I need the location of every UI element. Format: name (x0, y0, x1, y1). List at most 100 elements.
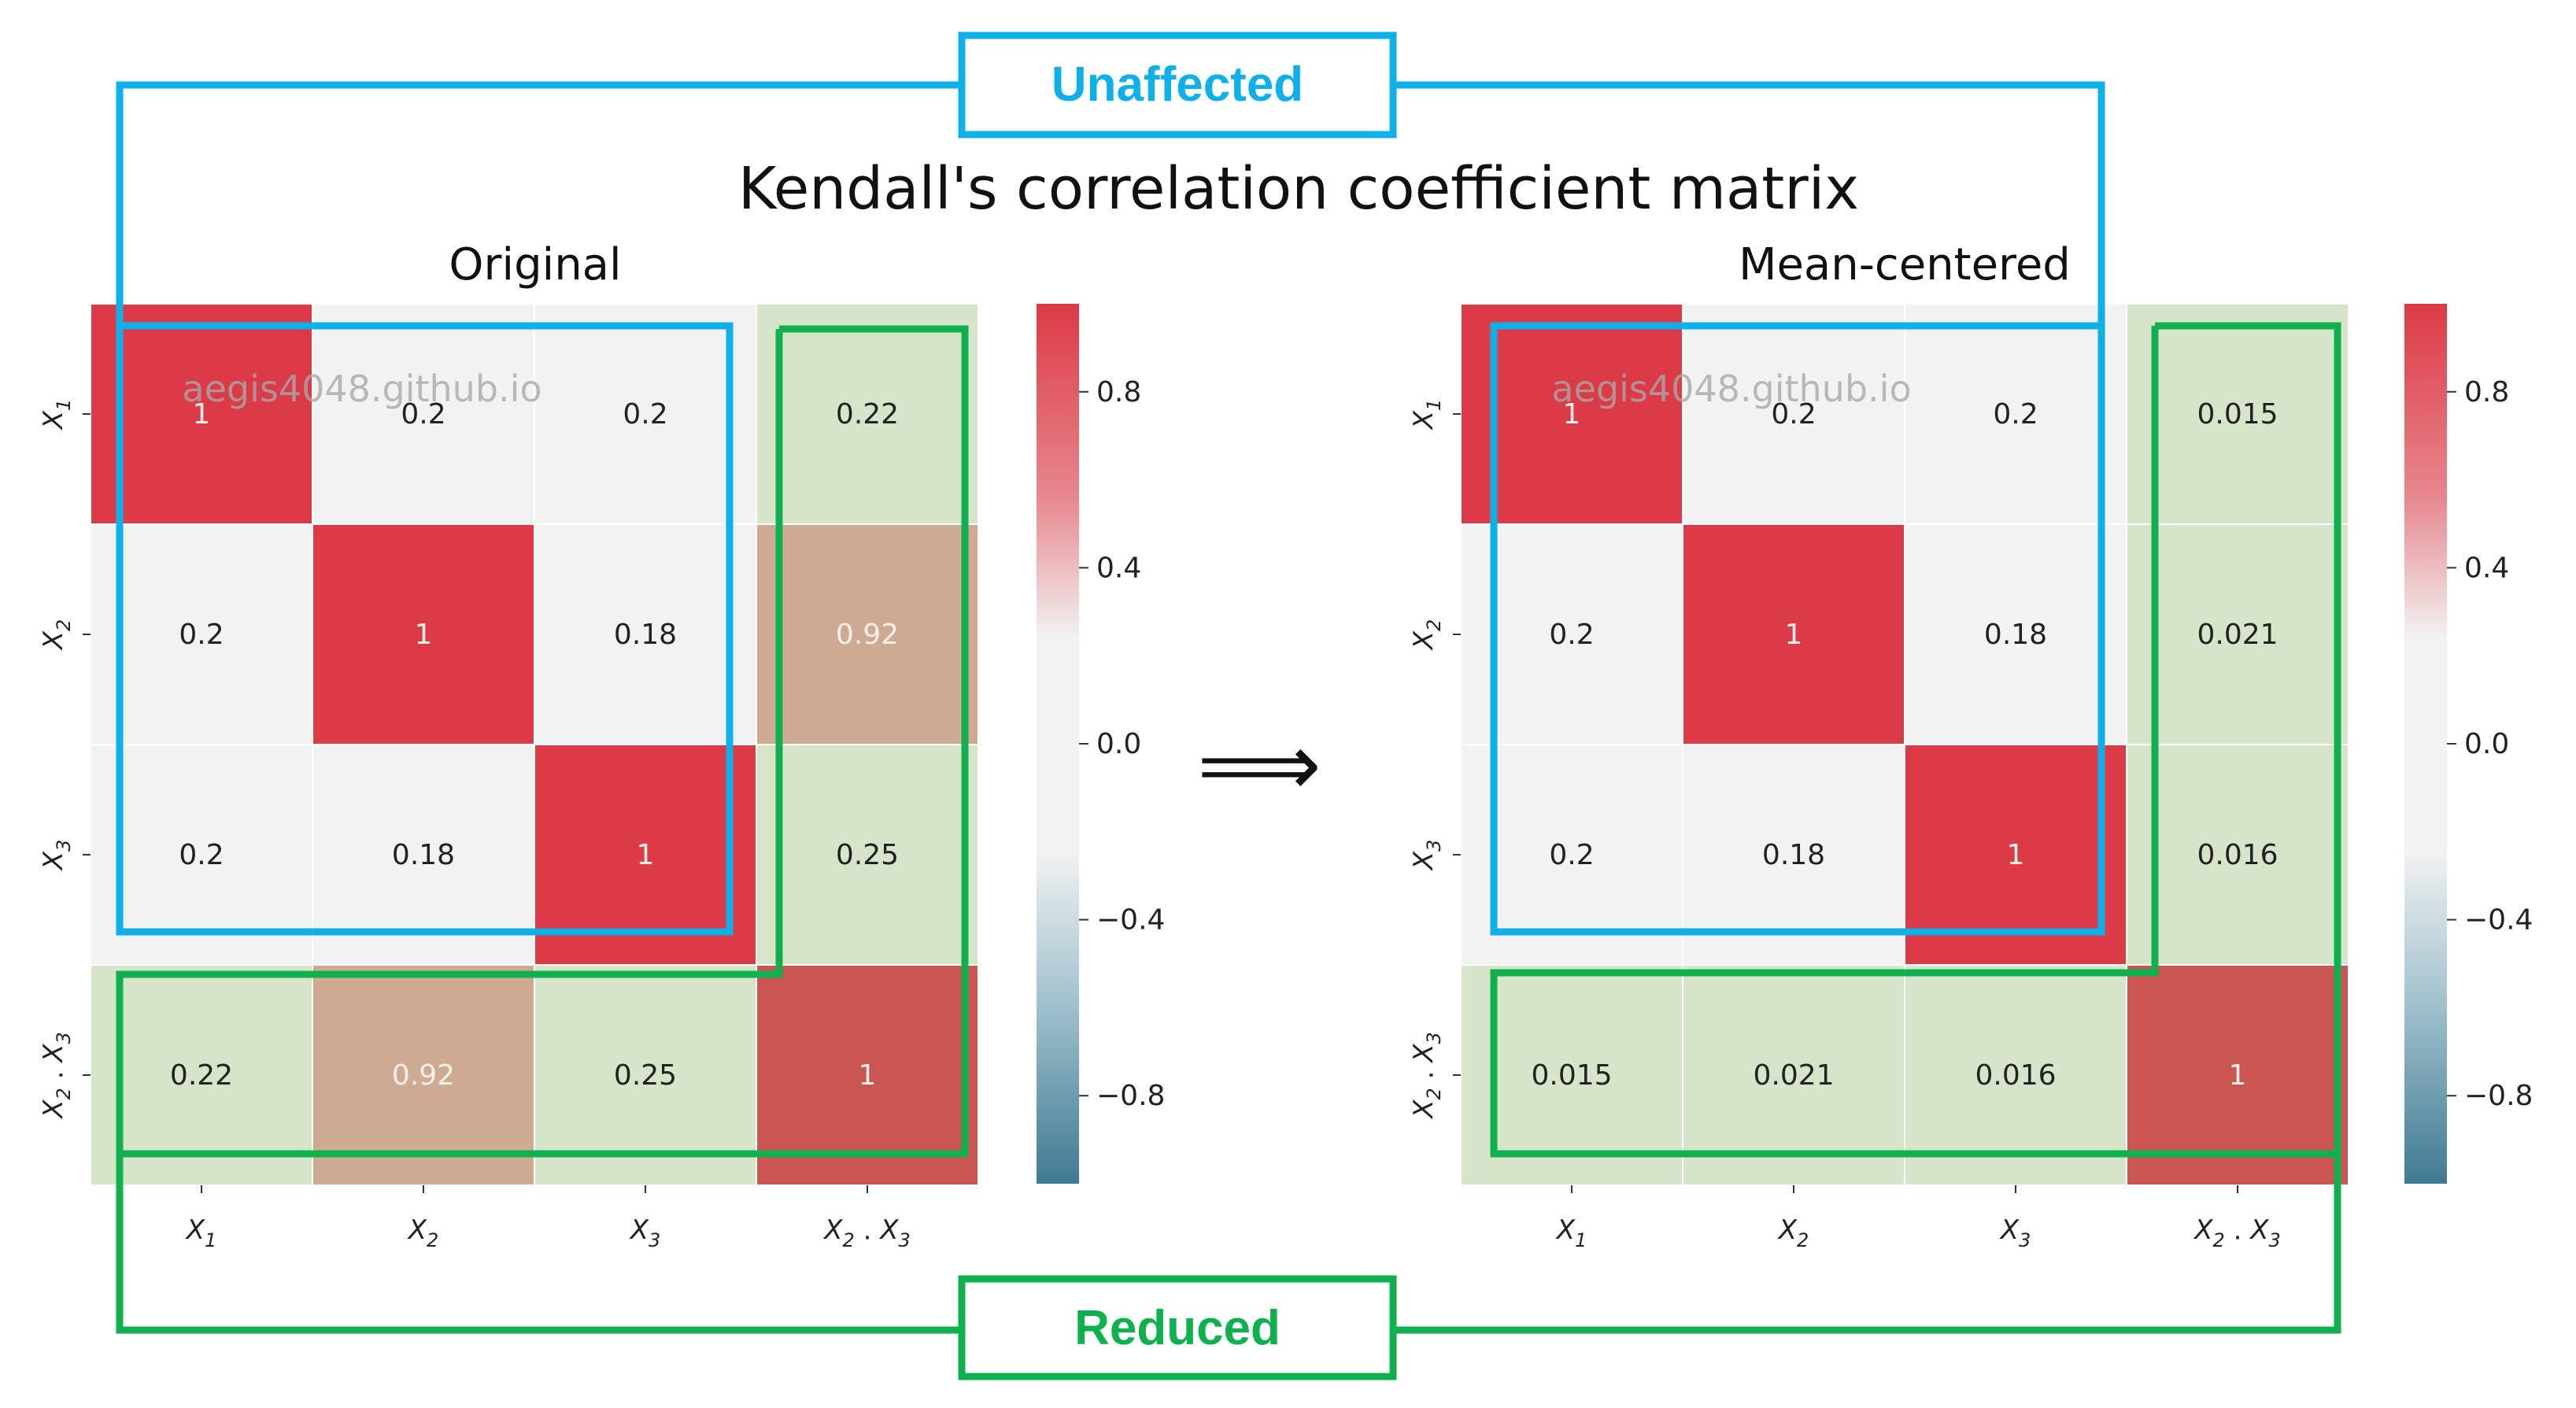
panel-title: Original (449, 239, 621, 290)
watermark: aegis4048.github.io (1551, 368, 1911, 410)
cell-label: 0.2 (401, 398, 445, 431)
highlight-cell (2127, 966, 2348, 1184)
heatmap-cell (312, 523, 535, 745)
overlay-layer: Unaffected Reduced (116, 31, 2341, 1380)
highlight-cell (535, 966, 756, 1184)
colorbar-tick-label: 0.4 (2464, 552, 2509, 584)
highlight-cell (2127, 745, 2348, 964)
y-tick-label: X2 (1408, 619, 1445, 652)
x-tick-label: X2 (1777, 1214, 1809, 1251)
highlight-cell (757, 525, 978, 744)
y-tick-label: X2 (38, 619, 75, 652)
cell-label: 1 (1563, 398, 1581, 431)
heatmap-cell (2126, 964, 2349, 1186)
heatmap-cell (1682, 303, 1905, 525)
svg-text:X2: X2 (38, 619, 75, 652)
colorbar-tick-label: 0.0 (1096, 728, 1141, 760)
highlight-cell (91, 966, 312, 1184)
cell-label: 0.2 (1549, 619, 1594, 651)
cell-label: 0.016 (1975, 1059, 2056, 1092)
cell-label: 0.2 (179, 619, 224, 651)
colorbar-tick-label: 0.8 (1096, 376, 1141, 408)
cell-label: 0.22 (836, 398, 899, 431)
highlight-cell (313, 966, 534, 1184)
heatmap-cell (534, 303, 757, 525)
cell-label: 0.2 (623, 398, 667, 431)
cell-label: 0.2 (1549, 839, 1594, 871)
heatmap-cell (1904, 523, 2127, 745)
x-tick-label: X3 (1999, 1214, 2031, 1251)
reduced-callout-label: Reduced (1074, 1301, 1281, 1355)
heatmap-cell (756, 964, 979, 1186)
heatmap-cell (1460, 303, 1683, 525)
svg-text:X2: X2 (407, 1214, 439, 1251)
svg-text:X3: X3 (1408, 840, 1445, 872)
x-tick-label: X1 (1555, 1214, 1587, 1251)
unaffected-callout-label: Unaffected (1051, 57, 1303, 112)
transform-arrow: ⟹ (1197, 715, 1321, 815)
cell-label: 0.18 (1984, 619, 2047, 651)
colorbar-tick-label: −0.4 (2464, 904, 2533, 937)
svg-text:X1: X1 (1555, 1214, 1587, 1251)
cell-label: 1 (637, 839, 655, 871)
figure-title: Kendall's correlation coefficient matrix (738, 155, 1859, 223)
svg-text:X2 · X3: X2 · X3 (38, 1032, 77, 1120)
cell-label: 0.92 (392, 1059, 455, 1092)
highlight-cell (757, 305, 978, 523)
heatmap-cell (1904, 303, 2127, 525)
heatmap-cell (90, 523, 313, 745)
svg-text:X2 · X3: X2 · X3 (1408, 1032, 1447, 1120)
cell-label: 1 (1785, 619, 1803, 651)
svg-text:X1: X1 (185, 1214, 217, 1251)
unaffected-box-original (116, 322, 734, 936)
svg-text:X3: X3 (629, 1214, 661, 1251)
colorbar (1037, 304, 1079, 1184)
base-layer: Kendall's correlation coefficient matrix… (38, 155, 2533, 1254)
y-tick-label: X3 (38, 840, 75, 872)
heatmap-cell (1682, 744, 1905, 966)
highlight-cell (757, 745, 978, 964)
cell-label: 0.18 (1762, 839, 1825, 871)
cell-label: 0.18 (392, 839, 455, 871)
x-tick-label: X1 (185, 1214, 217, 1251)
panel-title: Mean-centered (1739, 239, 2071, 290)
highlight-cell (2127, 305, 2348, 523)
x-tick-label: X3 (629, 1214, 661, 1251)
x-tick-label: X2 (407, 1214, 439, 1251)
colorbar-tick-label: −0.4 (1096, 904, 1165, 937)
heatmap-panel-original: Original 1 0.2 0.2 0.22 0.2 1 0.18 0.92 0.2 0.18 1 0… (38, 239, 1165, 1254)
cell-label: 0.016 (2197, 839, 2278, 871)
unaffected-connector-left (116, 81, 962, 326)
svg-text:X2: X2 (1408, 619, 1445, 652)
unaffected-connector-right (1393, 81, 2105, 326)
cell-label: 1 (193, 398, 211, 431)
heatmap-cell (1904, 744, 2127, 966)
unaffected-box-mean-centered (1490, 322, 2105, 936)
highlight-cell (2127, 525, 2348, 744)
heatmap-panel-mean-centered: Mean-centered 1 0.2 0.2 0.015 0.2 1 0.18 0.021 0.… (1408, 239, 2533, 1254)
cell-label: 0.25 (836, 839, 899, 871)
y-tick-label: X1 (1408, 399, 1445, 431)
cell-label: 0.25 (614, 1059, 677, 1092)
cell-label: 1 (859, 1059, 877, 1092)
watermark: aegis4048.github.io (182, 368, 541, 410)
reduced-connector-right (1393, 1154, 2341, 1334)
heatmap-cell (90, 303, 313, 525)
heatmap-cell (312, 744, 535, 966)
cell-label: 0.2 (1993, 398, 2038, 431)
x-tick-label: X2 · X3 (822, 1214, 911, 1254)
y-tick-label: X2 · X3 (1408, 1032, 1447, 1120)
reduced-connector-left (116, 1154, 962, 1334)
svg-text:X2: X2 (1777, 1214, 1809, 1251)
colorbar (2404, 304, 2447, 1184)
cell-label: 0.92 (836, 619, 899, 651)
cell-label: 0.015 (2197, 398, 2278, 431)
reduced-callout-box (958, 1275, 1397, 1380)
cell-label: 1 (415, 619, 433, 651)
highlight-cell (757, 966, 978, 1184)
colorbar-tick-label: 0.0 (2464, 728, 2509, 760)
cell-label: 0.2 (1771, 398, 1816, 431)
highlight-cell (1905, 966, 2126, 1184)
y-tick-label: X2 · X3 (38, 1032, 77, 1120)
